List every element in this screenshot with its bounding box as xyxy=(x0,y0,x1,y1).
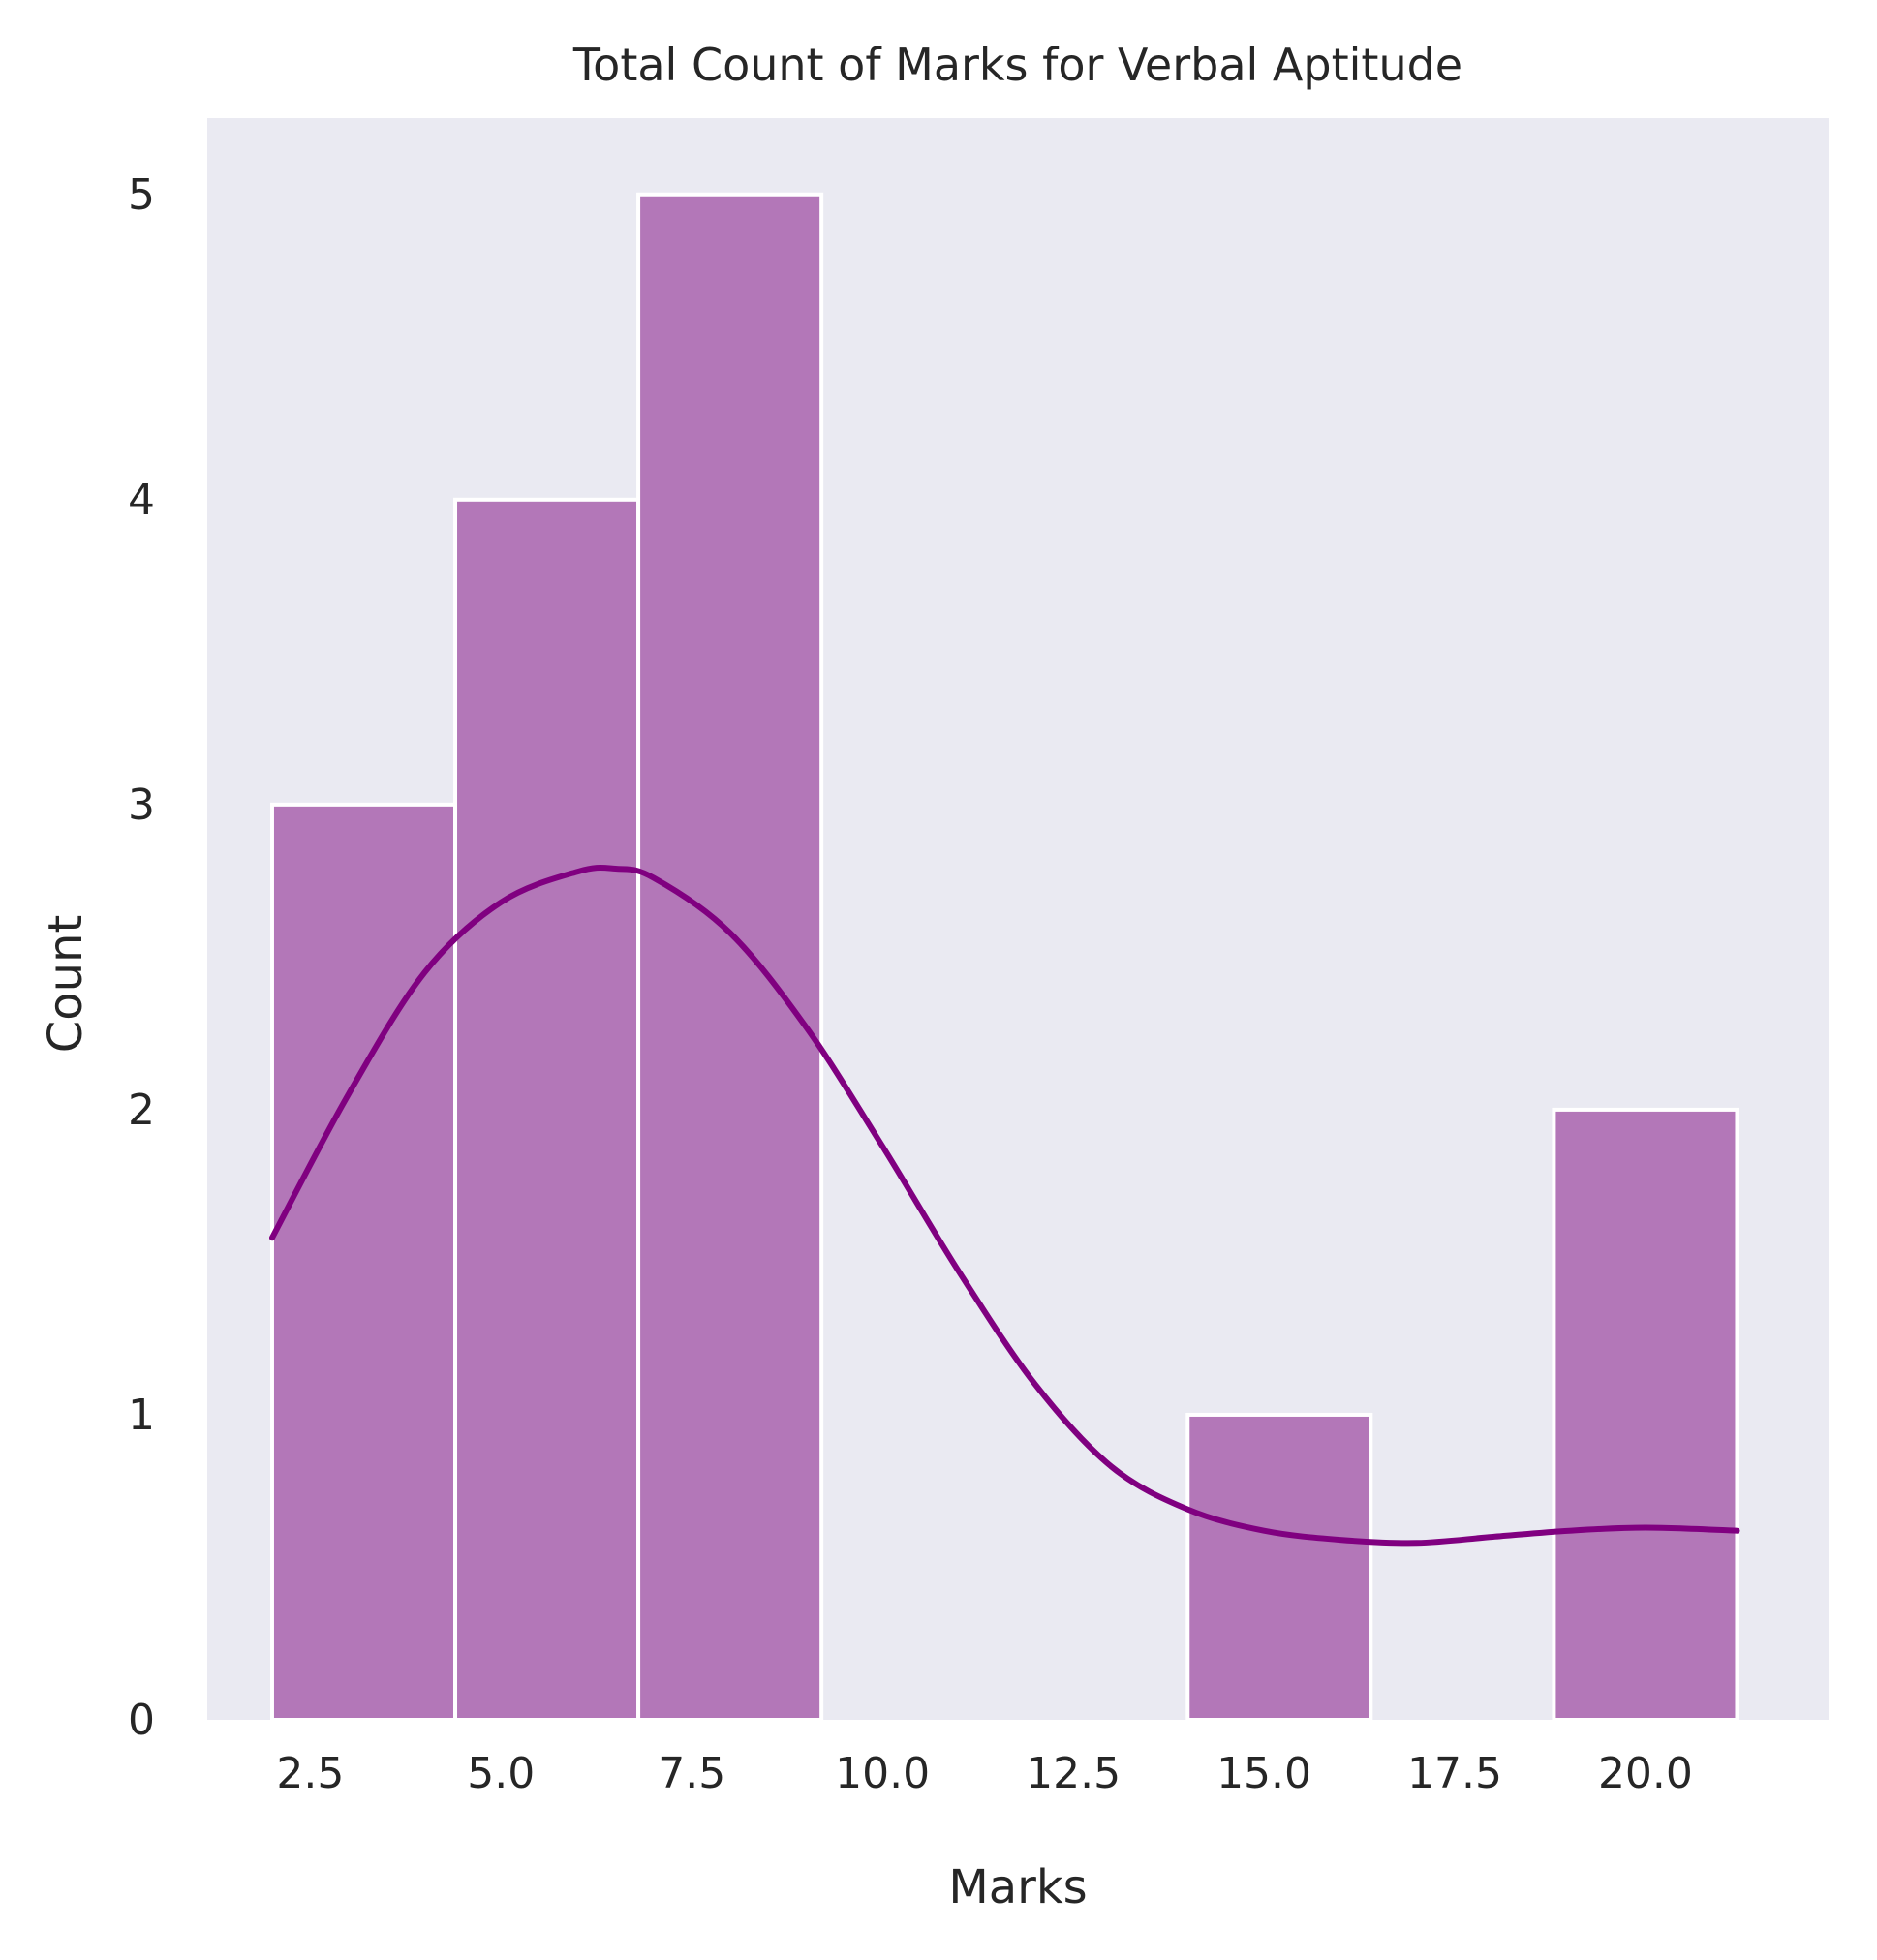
histogram-bar-2 xyxy=(636,192,824,1722)
x-tick-label-5: 15.0 xyxy=(1216,1749,1311,1798)
bars-layer xyxy=(269,192,1739,1722)
y-tick-label-4: 4 xyxy=(128,475,155,525)
histogram-bar-0 xyxy=(269,802,458,1722)
x-tick-label-2: 7.5 xyxy=(658,1749,725,1798)
y-tick-label-5: 5 xyxy=(128,170,155,220)
y-tick-label-0: 0 xyxy=(128,1696,155,1745)
histogram-bar-7 xyxy=(1552,1107,1739,1722)
y-tick-label-2: 2 xyxy=(128,1086,155,1135)
x-tick-label-1: 5.0 xyxy=(467,1749,535,1798)
y-tick-labels: 0 1 2 3 4 5 xyxy=(128,170,155,1745)
y-tick-label-1: 1 xyxy=(128,1391,155,1440)
histogram-bar-1 xyxy=(453,497,641,1722)
kde-line xyxy=(269,865,1740,1547)
x-axis-label: Marks xyxy=(948,1860,1087,1914)
x-tick-label-0: 2.5 xyxy=(276,1749,344,1798)
x-tick-label-4: 12.5 xyxy=(1026,1749,1121,1798)
chart-title: Total Count of Marks for Verbal Aptitude xyxy=(572,39,1462,91)
x-tick-label-7: 20.0 xyxy=(1598,1749,1693,1798)
y-tick-label-3: 3 xyxy=(128,781,155,830)
x-tick-labels: 2.5 5.0 7.5 10.0 12.5 15.0 17.5 20.0 xyxy=(276,1749,1693,1798)
y-axis-label: Count xyxy=(39,915,93,1054)
x-tick-label-6: 17.5 xyxy=(1407,1749,1502,1798)
x-tick-label-3: 10.0 xyxy=(835,1749,930,1798)
histogram-bar-5 xyxy=(1185,1412,1373,1722)
